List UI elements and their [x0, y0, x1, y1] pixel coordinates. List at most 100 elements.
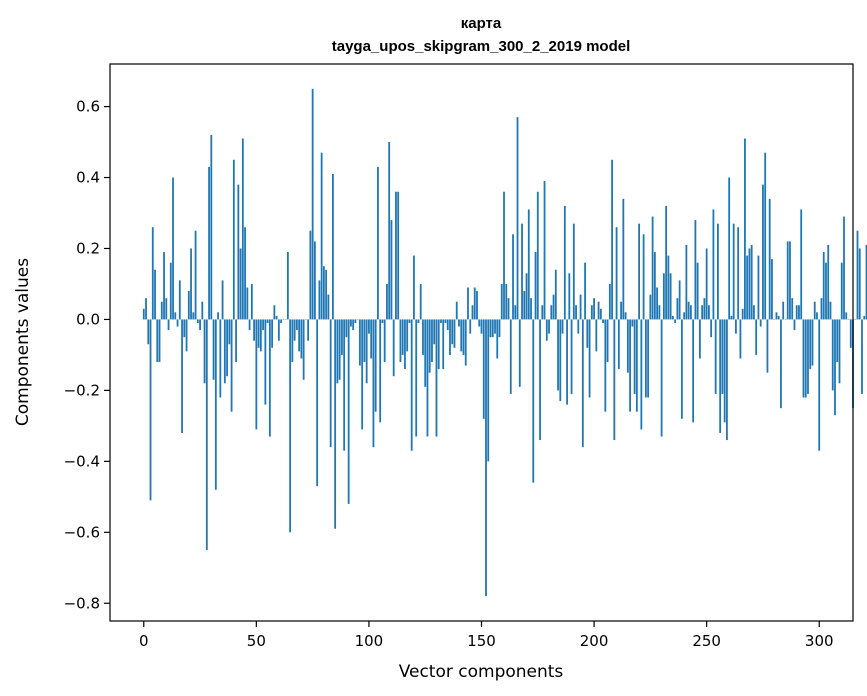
bar — [246, 287, 249, 320]
bar — [277, 319, 280, 341]
bar — [595, 319, 598, 352]
bar — [719, 319, 722, 433]
bar — [241, 138, 244, 320]
bar — [208, 166, 210, 320]
chart-subtitle: tayga_upos_skipgram_300_2_2019 model — [332, 38, 631, 55]
bar — [482, 319, 485, 419]
bar — [750, 244, 753, 320]
bar — [192, 312, 195, 320]
y-tick-label: 0.0 — [76, 310, 100, 328]
bar — [190, 248, 192, 320]
bar — [651, 216, 654, 320]
bar — [156, 319, 159, 363]
bar — [577, 319, 580, 334]
bar — [717, 223, 719, 320]
bar — [230, 319, 233, 412]
bar — [505, 283, 508, 320]
bar — [694, 220, 697, 320]
bar — [525, 273, 528, 320]
bar — [617, 319, 620, 370]
bar — [476, 291, 478, 320]
bar — [791, 298, 794, 320]
bar — [487, 319, 490, 462]
bar — [293, 319, 296, 341]
x-tick-label: 150 — [467, 632, 496, 650]
bar — [424, 319, 427, 387]
bar — [530, 298, 532, 320]
bar — [626, 319, 629, 373]
bar — [714, 319, 717, 394]
y-tick-label: −0.4 — [64, 452, 100, 470]
bar — [169, 262, 172, 320]
bar — [730, 315, 733, 320]
bar — [255, 319, 258, 430]
bar — [532, 319, 535, 483]
bar — [512, 234, 514, 320]
bar — [523, 291, 526, 320]
bar — [181, 319, 183, 433]
bar — [313, 241, 316, 320]
bar — [363, 319, 366, 363]
bar — [395, 191, 397, 320]
x-tick-label: 300 — [805, 632, 834, 650]
bar — [286, 252, 289, 320]
bar — [374, 319, 377, 412]
x-tick-label: 100 — [355, 632, 384, 650]
bar — [259, 319, 262, 352]
bar — [500, 283, 503, 320]
bar — [210, 134, 213, 320]
bar — [561, 319, 564, 334]
bar — [232, 159, 235, 320]
bar — [575, 305, 577, 320]
bar — [194, 230, 197, 320]
bar — [455, 301, 458, 320]
bar — [728, 177, 731, 320]
bar — [793, 319, 796, 331]
bar — [199, 319, 201, 331]
bar — [302, 319, 305, 380]
bar — [849, 319, 852, 348]
bar — [829, 301, 832, 320]
bar — [631, 319, 634, 327]
bar — [214, 319, 217, 490]
bar — [712, 209, 715, 320]
bar — [462, 319, 465, 355]
bar — [780, 319, 782, 409]
bar — [608, 283, 611, 320]
bar — [863, 315, 866, 320]
bar — [172, 177, 174, 320]
bar — [390, 220, 393, 320]
x-tick-label: 50 — [247, 632, 266, 650]
bar — [676, 298, 679, 320]
bar — [762, 184, 764, 320]
bar — [701, 305, 704, 320]
bar — [196, 319, 199, 323]
bar — [557, 319, 559, 391]
bar — [266, 319, 269, 323]
bar — [444, 319, 447, 323]
bar — [554, 269, 557, 320]
bar — [685, 244, 688, 320]
bar — [726, 319, 728, 441]
bar — [295, 319, 298, 331]
bar — [550, 305, 553, 320]
bar-series — [142, 88, 867, 597]
bar — [415, 319, 418, 437]
bar — [665, 205, 668, 320]
bar — [428, 319, 431, 373]
bar — [680, 319, 683, 419]
bar — [843, 216, 845, 320]
bar — [352, 319, 355, 331]
bar — [370, 319, 373, 359]
bar — [235, 319, 237, 363]
bar — [264, 319, 267, 405]
bar — [597, 301, 600, 320]
bar — [593, 298, 595, 320]
x-tick-label: 200 — [580, 632, 609, 650]
bar — [633, 319, 636, 394]
bar — [212, 319, 215, 380]
bar — [422, 319, 424, 355]
bar — [219, 319, 222, 398]
bar — [647, 319, 650, 398]
bar — [431, 319, 433, 363]
